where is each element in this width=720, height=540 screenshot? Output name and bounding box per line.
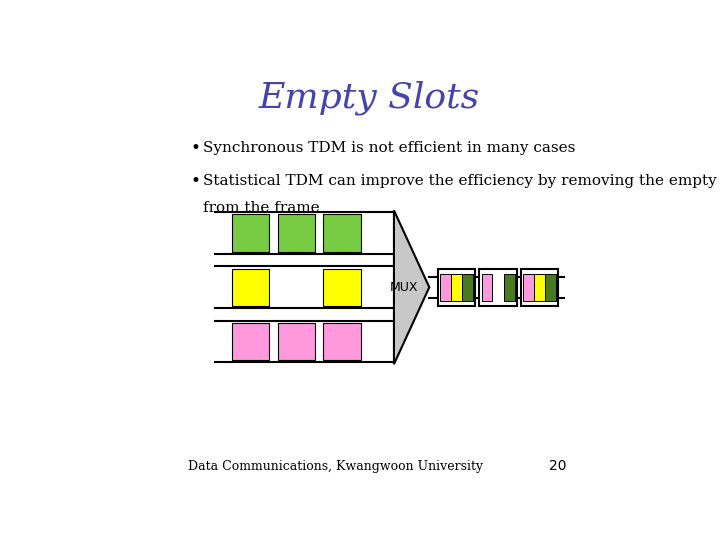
Bar [323,322,361,360]
Text: from the frame: from the frame [203,201,319,215]
Bar [482,274,492,301]
Bar [323,214,361,252]
Text: Statistical TDM can improve the efficiency by removing the empty slot: Statistical TDM can improve the efficien… [203,174,720,188]
Bar [504,274,515,301]
Bar [277,214,315,252]
Bar [438,268,475,306]
Text: •: • [190,172,200,190]
Polygon shape [394,210,429,364]
Bar [534,274,545,301]
Text: Synchronous TDM is not efficient in many cases: Synchronous TDM is not efficient in many… [203,141,575,155]
Text: •: • [190,139,200,157]
Bar [323,268,361,306]
Bar [546,274,557,301]
Bar [232,322,269,360]
Bar [523,274,534,301]
Bar [462,274,473,301]
Bar [232,268,269,306]
Text: Empty Slots: Empty Slots [258,81,480,116]
Bar [480,268,517,306]
Text: Data Communications, Kwangwoon University: Data Communications, Kwangwoon Universit… [188,460,483,472]
Bar [451,274,462,301]
Bar [277,322,315,360]
Bar [232,214,269,252]
Text: 20: 20 [549,459,567,473]
Text: MUX: MUX [390,281,418,294]
Bar [440,274,451,301]
Bar [521,268,558,306]
